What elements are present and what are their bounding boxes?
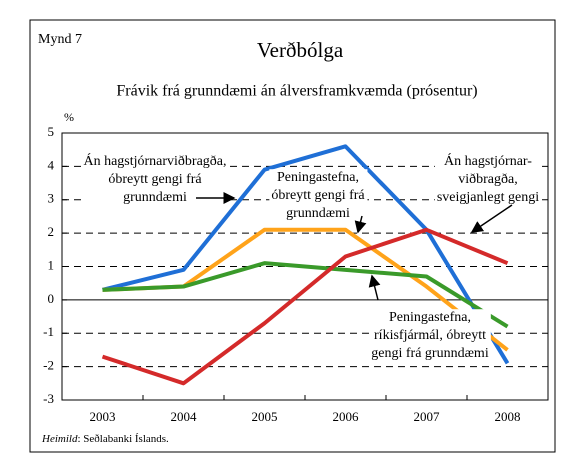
x-tick-label: 2005 — [252, 409, 278, 424]
y-unit: % — [64, 110, 74, 124]
series-line — [101, 227, 509, 386]
annotation-background — [434, 151, 542, 207]
series-annotation: Án hagstjórnar-viðbragða, sveigjanlegt ge… — [434, 151, 542, 207]
source-text: : Seðlabanki Íslands. — [77, 433, 169, 445]
annotation-background — [81, 151, 229, 207]
x-tick-label: 2006 — [333, 409, 360, 424]
series-line — [102, 261, 509, 329]
annotation-line: viðbragða, — [458, 172, 517, 187]
annotation-background — [369, 309, 491, 363]
annotation-arrow — [354, 215, 367, 234]
annotation-line: óbreytt gengi frá — [271, 188, 365, 203]
annotation-line: grunndæmi — [286, 206, 350, 221]
x-tick-label: 2007 — [414, 409, 441, 424]
annotation-line: ríkisfjármál, óbreytt — [374, 328, 486, 343]
source-label: Heimild — [41, 433, 78, 445]
y-tick-label: -2 — [43, 358, 54, 373]
source: Heimild: Seðlabanki Íslands. — [41, 433, 169, 445]
y-tick-label: 5 — [48, 124, 55, 139]
annotation-background — [269, 169, 368, 223]
y-tick-label: 2 — [48, 224, 55, 239]
chart-title: Verðbólga — [257, 38, 344, 62]
series-annotation: Peningastefna, óbreytt gengi frá grunndæmi — [269, 169, 368, 223]
annotation-line: gengi frá grunndæmi — [371, 346, 489, 361]
figure-label: Mynd 7 — [38, 32, 82, 47]
x-tick-label: 2003 — [90, 409, 116, 424]
annotation-line: óbreytt gengi frá — [108, 172, 202, 187]
annotation-line: Peningastefna, — [277, 170, 359, 185]
series-annotation: Án hagstjórnarviðbragða, óbreytt gengi fr… — [81, 151, 229, 207]
annotation-line: grunndæmi — [123, 190, 187, 205]
annotation-line: sveigjanlegt gengi — [437, 190, 539, 205]
y-tick-label: 1 — [48, 257, 55, 272]
y-tick-label: -3 — [43, 391, 54, 406]
series-line — [102, 144, 510, 365]
annotation-arrow — [368, 274, 381, 301]
y-tick-label: 0 — [48, 291, 55, 306]
x-tick-label: 2004 — [171, 409, 198, 424]
x-tick-label: 2008 — [495, 409, 521, 424]
annotation-line: Peningastefna, — [389, 310, 471, 325]
y-tick-label: 3 — [48, 191, 55, 206]
annotation-arrow — [470, 204, 513, 233]
annotation-line: Án hagstjórnar- — [444, 152, 532, 169]
y-tick-label: -1 — [43, 324, 54, 339]
series-annotation: Peningastefna, ríkisfjármál, óbreytt gengi… — [369, 309, 491, 363]
annotation-line: Án hagstjórnarviðbragða, — [83, 152, 226, 169]
chart-subtitle: Frávik frá grunndæmi án álversframkvæmda… — [116, 83, 477, 100]
y-tick-label: 4 — [48, 157, 55, 172]
